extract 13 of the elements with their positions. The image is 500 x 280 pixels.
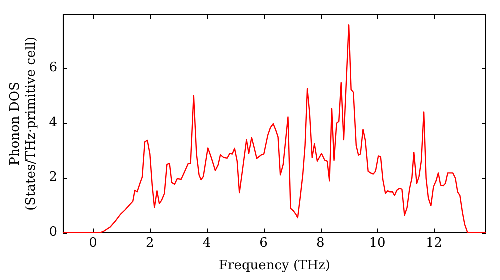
x-tick-label: 4 xyxy=(202,236,212,251)
x-tick-label: 8 xyxy=(316,236,325,251)
x-tick-label: 6 xyxy=(260,236,268,251)
y-tick-label: 2 xyxy=(49,170,58,186)
x-tick-label: 2 xyxy=(146,236,154,251)
y-axis-title: Phonon DOS (States/THz·primitive cell) xyxy=(8,36,39,211)
x-tick-label: 0 xyxy=(89,236,98,251)
y-tick-label: 4 xyxy=(49,115,58,130)
y-tick-label: 0 xyxy=(49,225,58,240)
x-tick-label: 10 xyxy=(369,236,386,251)
x-tick-label: 12 xyxy=(426,236,443,251)
x-axis-title: Frequency (THz) xyxy=(219,258,330,274)
y-tick-label: 6 xyxy=(49,60,58,76)
